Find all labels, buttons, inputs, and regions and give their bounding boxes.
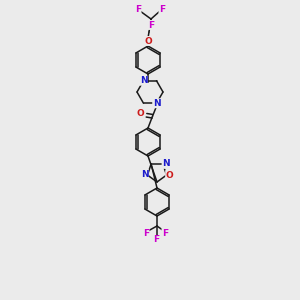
Text: F: F bbox=[162, 229, 168, 238]
Text: N: N bbox=[162, 159, 170, 168]
Text: F: F bbox=[159, 4, 165, 14]
Text: N: N bbox=[140, 76, 147, 85]
Text: F: F bbox=[135, 4, 141, 14]
Text: O: O bbox=[144, 37, 152, 46]
Text: F: F bbox=[153, 236, 159, 244]
Text: N: N bbox=[153, 99, 160, 108]
Text: F: F bbox=[148, 20, 154, 29]
Text: F: F bbox=[143, 229, 149, 238]
Text: O: O bbox=[136, 109, 144, 118]
Text: O: O bbox=[166, 171, 173, 180]
Text: N: N bbox=[141, 169, 148, 178]
